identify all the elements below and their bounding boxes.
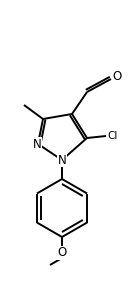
Text: O: O (112, 71, 122, 83)
Text: O: O (57, 246, 67, 259)
Text: N: N (33, 137, 41, 151)
Text: Cl: Cl (108, 131, 118, 141)
Text: N: N (58, 153, 66, 167)
